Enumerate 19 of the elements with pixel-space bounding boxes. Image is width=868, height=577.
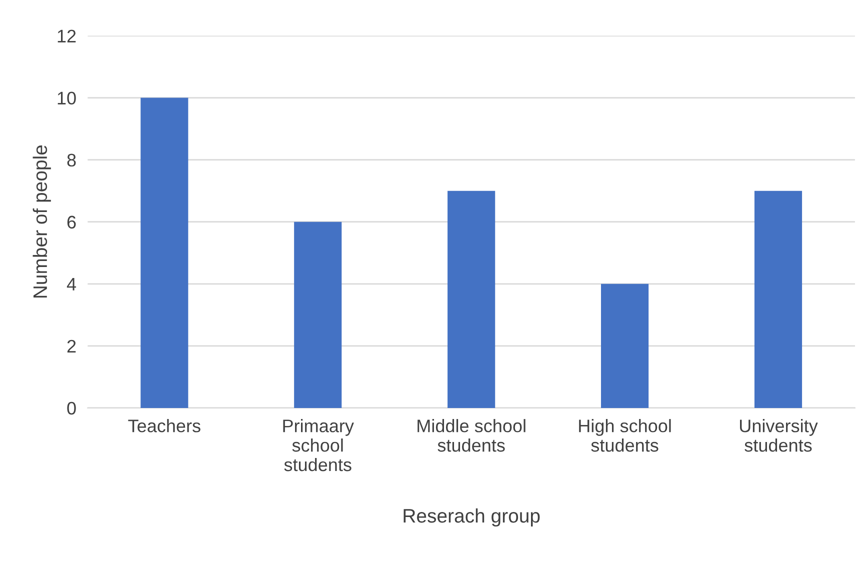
bar [601, 284, 649, 408]
bar [448, 190, 496, 408]
bar [294, 222, 342, 408]
y-tick-label: 0 [67, 402, 76, 415]
y-tick-label: 12 [58, 30, 76, 42]
y-axis-title: Number of people [32, 145, 51, 298]
y-tick-label: 6 [67, 216, 76, 229]
y-tick-label: 10 [58, 92, 76, 105]
x-tick-label: Primaary school students [283, 419, 354, 472]
x-axis-title: Reserach group [404, 508, 540, 527]
y-tick-label: 4 [66, 278, 76, 290]
x-tick-label: High school students [579, 419, 671, 452]
bar [140, 98, 188, 408]
x-tick-label: Middle school students [418, 419, 526, 452]
bar [754, 190, 802, 408]
x-tick-label: University students [740, 419, 818, 452]
y-tick-label: 8 [67, 154, 76, 167]
y-tick-label: 2 [67, 340, 76, 352]
x-tick-label: Teachers [128, 419, 200, 432]
